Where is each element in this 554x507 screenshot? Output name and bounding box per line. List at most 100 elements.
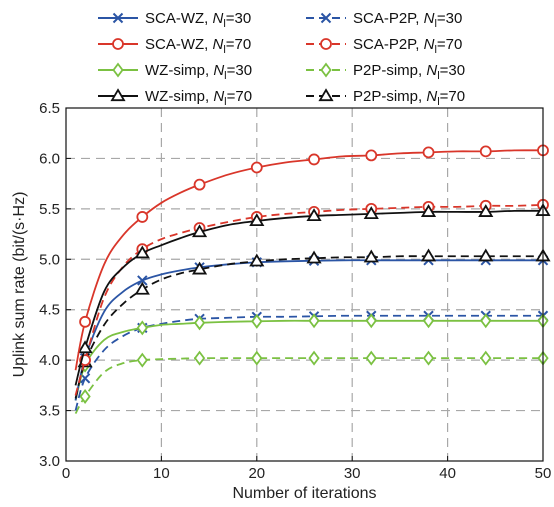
series-line [74,319,543,401]
legend-label-n: N [213,88,224,105]
marker-diamond [422,350,435,366]
marker-triangle [478,248,494,262]
legend-label-suffix: =70 [440,88,465,105]
legend-label: SCA-WZ, Nl=30 [145,10,251,30]
series-line [74,259,543,401]
y-tick-label: 6.0 [39,150,60,167]
marker-diamond [193,315,206,331]
y-tick-label: 6.5 [39,100,60,117]
marker-circle [79,315,91,328]
marker-circle [136,211,149,223]
legend-label: WZ-simp, Nl=30 [145,62,252,82]
series-line [74,357,543,415]
legend-label-prefix: WZ-simp, [145,62,213,79]
legend-label-prefix: P2P-simp, [353,62,426,79]
legend-label-sub: l [434,44,436,56]
legend-label-n: N [426,62,437,79]
marker-triangle [306,250,322,264]
series-layer [74,144,551,415]
series-line [74,149,544,371]
marker-triangle [134,245,150,259]
marker-diamond [480,313,492,329]
y-tick-label: 3.5 [39,403,60,420]
marker-diamond [79,388,91,404]
series-8 [74,248,551,399]
legend-label-prefix: SCA-P2P, [353,36,424,53]
marker-triangle [306,208,322,222]
legend-label-n: N [213,10,224,27]
marker-circle [308,153,320,166]
series-line [74,314,543,411]
marker-x [112,12,124,24]
legend-label-sub: l [224,70,226,82]
marker-triangle [191,261,208,275]
legend-label-sub: l [223,18,225,30]
marker-triangle [478,204,494,217]
legend-label-suffix: =70 [227,88,252,105]
legend-label: WZ-simp, Nl=70 [145,88,252,108]
marker-triangle [191,224,208,238]
x-tick-label: 30 [344,465,361,482]
y-tick-label: 5.5 [39,201,60,218]
series-line [74,255,543,399]
legend-label-suffix: =30 [227,62,252,79]
x-tick-label: 20 [248,465,265,482]
marker-circle [250,161,263,174]
x-tick-label: 50 [535,465,552,482]
marker-x [320,12,332,24]
legend-label-n: N [424,36,435,53]
legend-label-prefix: WZ-simp, [145,88,213,105]
marker-triangle [134,281,150,295]
legend-label-n: N [213,36,224,53]
marker-diamond [136,352,148,368]
legend-label-sub: l [434,18,436,30]
marker-triangle [318,88,334,102]
y-tick-label: 5.0 [39,251,60,268]
legend-label-suffix: =70 [437,36,462,53]
x-tick-label: 0 [62,465,70,482]
series-2 [74,144,549,371]
legend-label-sub: l [437,70,439,82]
marker-diamond [422,313,435,329]
y-tick-label: 3.0 [39,453,60,470]
legend-item: P2P-simp, Nl=30 [306,62,465,82]
legend-item: SCA-P2P, Nl=70 [306,36,462,56]
marker-diamond [251,313,263,329]
legend-item: WZ-simp, Nl=30 [98,62,252,82]
marker-diamond [308,313,320,329]
marker-diamond [365,313,377,329]
y-tick-label: 4.5 [39,302,60,319]
legend-label: SCA-P2P, Nl=30 [353,10,462,30]
legend-item: P2P-simp, Nl=70 [306,88,465,108]
legend-label-sub: l [437,96,439,108]
y-axis-label: Uplink sum rate (bit/(s·Hz) [11,192,28,378]
series-line [74,209,544,386]
marker-circle [193,178,206,191]
legend-label-suffix: =70 [226,36,251,53]
legend-label-prefix: SCA-WZ, [145,10,213,27]
marker-diamond [480,350,492,366]
marker-diamond [320,62,332,78]
marker-diamond [251,350,263,366]
legend-item: SCA-WZ, Nl=70 [98,36,251,56]
y-tick-label: 4.0 [39,352,60,369]
series-7 [74,350,549,415]
marker-triangle [363,249,379,263]
legend-item: WZ-simp, Nl=70 [98,88,252,108]
marker-triangle [420,204,437,217]
marker-diamond [365,350,377,366]
marker-triangle [77,340,93,354]
marker-triangle [249,253,265,267]
legend-label-suffix: =30 [226,10,251,27]
marker-x [137,275,148,286]
legend-item: SCA-P2P, Nl=30 [306,10,462,30]
marker-circle [320,38,332,50]
legend-label-prefix: SCA-WZ, [145,36,213,53]
series-6 [74,198,549,396]
legend-label-suffix: =30 [440,62,465,79]
marker-circle [365,149,378,162]
series-line [74,203,544,396]
x-tick-label: 40 [439,465,456,482]
legend-label-sub: l [224,96,226,108]
